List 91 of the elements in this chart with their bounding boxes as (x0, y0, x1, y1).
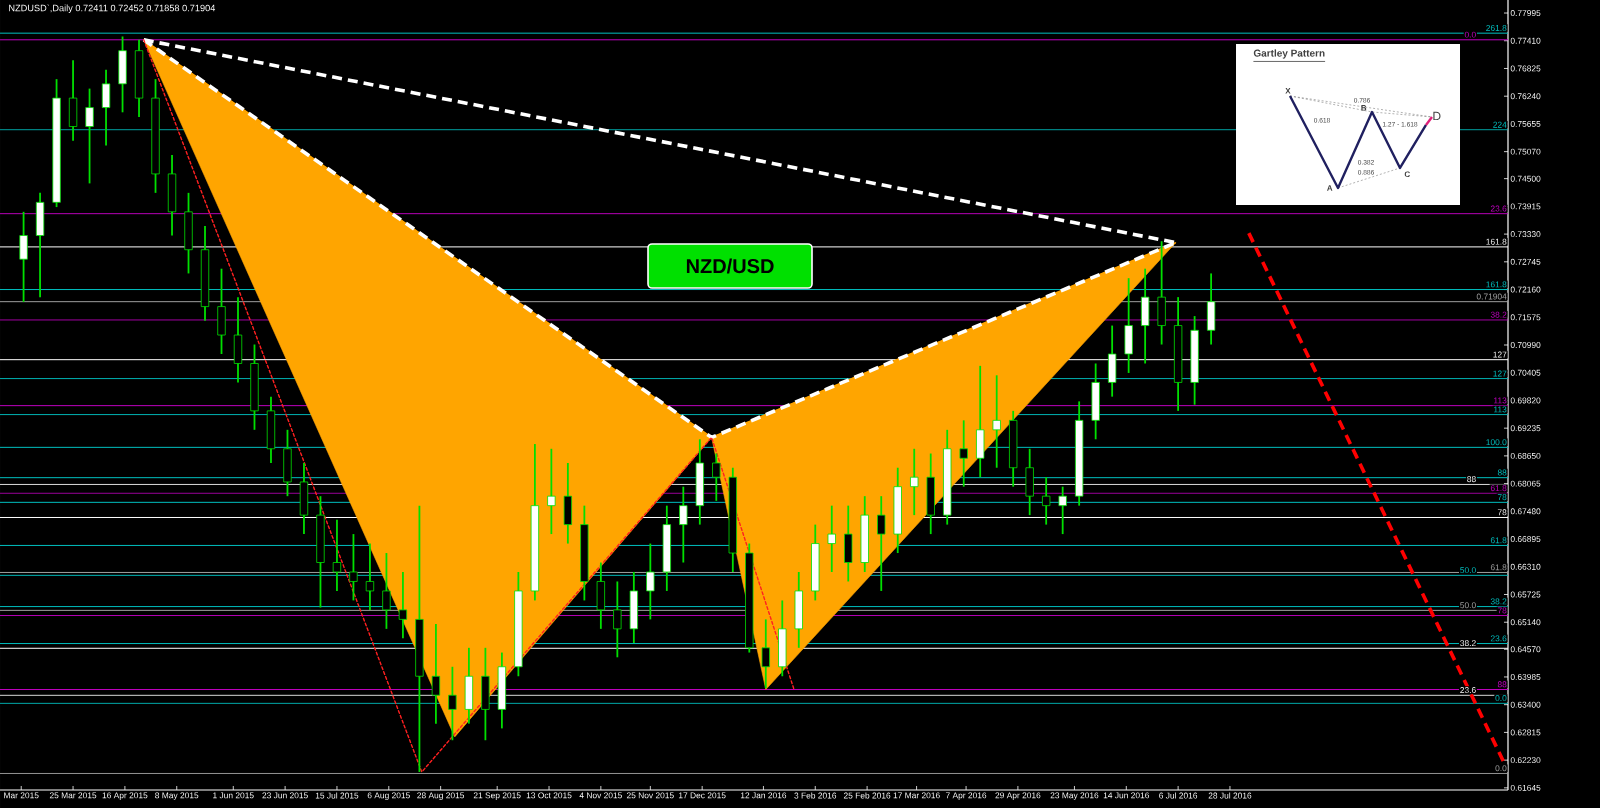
y-tick-label: 0.62230 (1510, 757, 1541, 764)
x-tick-label: 25 Mar 2015 (49, 792, 97, 799)
y-tick-label: 0.61645 (1510, 784, 1541, 791)
x-tick-label: 1 Jun 2015 (213, 792, 254, 799)
annotation: 113 (1494, 397, 1507, 404)
y-tick-label: 0.69820 (1510, 397, 1541, 404)
annotation: 0.0 (1495, 765, 1507, 772)
y-tick-label: 0.75070 (1510, 148, 1541, 155)
y-tick-label: 0.70405 (1510, 369, 1541, 376)
x-tick-label: 15 Jul 2015 (315, 792, 359, 799)
x-tick-label: 16 Apr 2015 (102, 792, 148, 801)
x-tick-label: 6 Aug 2015 (367, 792, 410, 801)
y-tick-label: 0.72160 (1510, 286, 1541, 293)
y-tick-label: 0.76240 (1510, 93, 1541, 100)
x-tick-label: 14 Jun 2016 (1103, 792, 1150, 799)
annotation: 78 (1497, 509, 1507, 516)
annotation: D (1433, 111, 1441, 121)
annotation: 261.8 (1486, 25, 1507, 31)
x-tick-label: 25 Nov 2015 (626, 792, 674, 799)
annotation: A (1327, 185, 1333, 191)
y-tick-label: 0.74500 (1510, 175, 1541, 182)
x-tick-label: 17 Mar 2016 (893, 792, 940, 799)
chart-title: NZDUSD`,Daily 0.72411 0.72452 0.71858 0.71904 (9, 4, 216, 14)
y-tick-label: 0.72745 (1510, 258, 1541, 265)
y-tick-label: 0.68065 (1510, 480, 1541, 487)
annotation: 23.6 (1460, 687, 1476, 694)
y-tick-label: 0.68650 (1510, 452, 1541, 459)
y-tick-label: 0.73915 (1510, 203, 1541, 210)
annotation: 61.8 (1490, 537, 1507, 544)
x-tick-label: 4 Nov 2015 (579, 792, 622, 799)
y-tick-label: 0.65725 (1510, 591, 1541, 598)
annotation: 0.0 (1464, 31, 1476, 38)
y-tick-label: 0.66310 (1510, 563, 1541, 570)
annotation: 78 (1497, 494, 1507, 501)
y-tick-label: 0.69235 (1510, 425, 1541, 432)
annotation: 161.8 (1486, 238, 1507, 245)
annotation: B (1361, 105, 1367, 111)
annotation: 23.6 (1490, 205, 1507, 212)
x-tick-label: 8 May 2015 (155, 792, 199, 801)
y-tick-label: 0.71575 (1510, 314, 1541, 321)
annotation: 61.8 (1490, 564, 1507, 571)
ref-line-label: 0.71904 (1476, 293, 1507, 300)
annotation: 50.0 (1460, 567, 1476, 574)
annotation: 38.2 (1490, 598, 1507, 605)
annotation: 127 (1493, 351, 1507, 358)
x-tick-label: 23 May 2016 (1050, 792, 1099, 801)
x-tick-label: 17 Dec 2015 (678, 792, 726, 799)
x-tick-label: 7 Apr 2016 (945, 792, 987, 801)
annotation: C (1404, 171, 1410, 178)
x-tick-label: 12 Jan 2016 (740, 792, 787, 799)
y-tick-label: 0.62815 (1510, 729, 1541, 736)
annotation: 100.0 (1486, 439, 1507, 446)
y-tick-label: 0.67480 (1510, 508, 1541, 515)
y-tick-label: 0.77995 (1510, 10, 1541, 17)
x-tick-label: 3 Feb 2016 (794, 792, 837, 799)
x-tick-label: 28 Aug 2015 (417, 792, 465, 801)
y-tick-label: 0.63985 (1510, 673, 1541, 680)
annotation: X (1285, 88, 1291, 94)
y-tick-label: 0.65140 (1510, 619, 1541, 626)
x-tick-label: 13 Oct 2015 (526, 792, 572, 799)
x-tick-label: 6 Jul 2016 (1159, 792, 1198, 799)
y-tick-label: 0.77410 (1510, 37, 1541, 44)
annotation: NZD/USD (686, 258, 774, 274)
x-tick-label: 29 Apr 2016 (995, 792, 1041, 801)
x-tick-label: 25 Feb 2016 (843, 792, 891, 799)
annotation: 113 (1494, 406, 1507, 413)
annotation: 0.0 (1495, 695, 1507, 702)
annotation: 38.2 (1460, 640, 1476, 647)
annotation: 161.8 (1486, 281, 1507, 288)
annotation: 224 (1493, 121, 1507, 128)
y-tick-label: 0.76825 (1510, 65, 1541, 72)
y-tick-label: 0.73330 (1510, 231, 1541, 238)
annotation: 78 (1497, 607, 1507, 614)
annotation: 127 (1493, 370, 1507, 377)
y-tick-label: 0.66895 (1510, 536, 1541, 543)
x-tick-label: 21 Sep 2015 (473, 792, 521, 801)
annotation: 38.2 (1490, 311, 1507, 318)
annotation: 88 (1497, 469, 1507, 476)
annotation: 88 (1467, 476, 1476, 483)
y-tick-label: 0.63400 (1510, 701, 1541, 708)
y-tick-label: 0.64570 (1510, 646, 1541, 653)
x-tick-label: 23 Jun 2015 (262, 792, 308, 799)
annotation: 23.6 (1490, 635, 1507, 642)
y-tick-label: 0.70990 (1510, 342, 1541, 348)
x-tick-label: 28 Jul 2016 (1208, 792, 1252, 799)
annotation: 61.8 (1490, 485, 1507, 492)
y-tick-label: 0.75655 (1510, 120, 1541, 127)
annotation: Gartley Pattern (1253, 49, 1325, 59)
x-tick-label: Mar 2015 (4, 792, 39, 799)
annotation: 50.0 (1460, 602, 1476, 609)
annotation: 88 (1497, 681, 1507, 688)
